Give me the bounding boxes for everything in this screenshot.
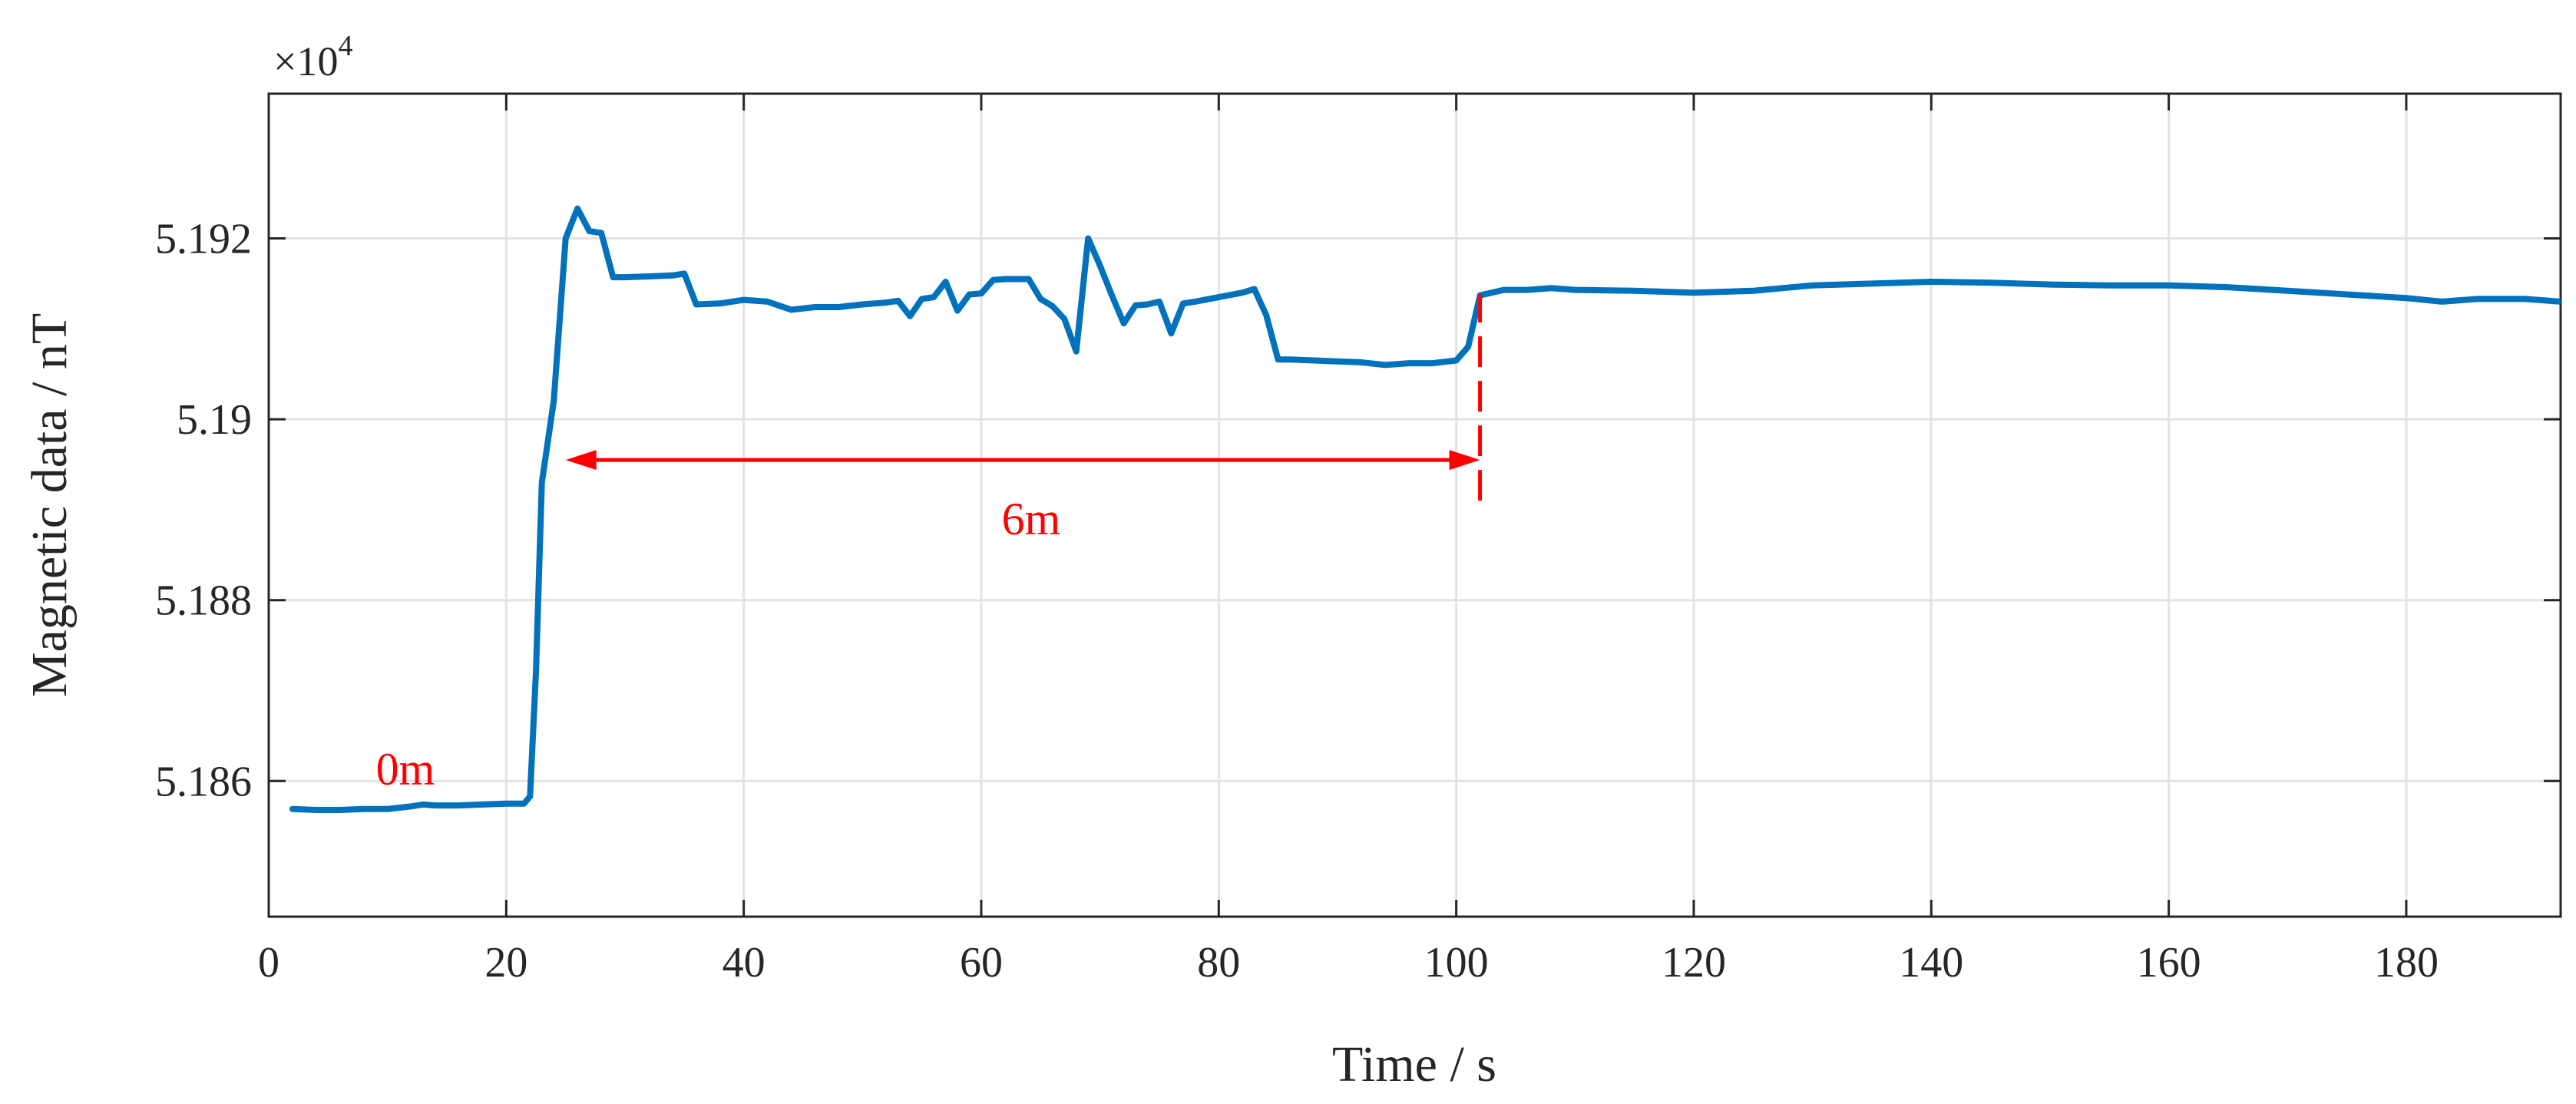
y-tick-label: 5.186 xyxy=(155,758,252,805)
x-tick-label: 100 xyxy=(1424,939,1489,987)
x-tick-label: 40 xyxy=(723,939,766,987)
series-line-magnetic-data xyxy=(289,205,2561,813)
grid-lines xyxy=(269,94,2561,917)
y-axis-exponent: ×104 xyxy=(273,30,352,84)
span-arrow-head-right xyxy=(1449,450,1480,471)
x-tick-label: 20 xyxy=(484,939,527,987)
y-exponent-base: ×10 xyxy=(273,38,338,84)
annotations xyxy=(565,294,1483,501)
x-tick-label: 120 xyxy=(1662,939,1726,987)
y-tick-label: 5.188 xyxy=(155,577,252,625)
x-tick-label: 60 xyxy=(960,939,1003,987)
axis-ticks xyxy=(267,94,2561,917)
y-exponent-power: 4 xyxy=(338,30,352,62)
y-tick-label: 5.19 xyxy=(177,396,252,444)
y-tick-label: 5.192 xyxy=(155,215,252,263)
annotation-span-label: 6m xyxy=(1002,494,1061,544)
x-tick-label: 140 xyxy=(1899,939,1963,987)
x-tick-label: 0 xyxy=(258,939,279,987)
plot-area-frame xyxy=(267,92,2562,918)
y-axis-title: Magnetic data / nT xyxy=(21,313,78,697)
span-arrow-head-left xyxy=(565,450,597,471)
x-tick-label: 160 xyxy=(2137,939,2201,987)
y-tick-labels: 5.186 5.188 5.19 5.192 xyxy=(155,215,252,805)
x-axis-title: Time / s xyxy=(1332,1036,1496,1092)
annotation-start-label: 0m xyxy=(376,744,435,795)
x-tick-label: 80 xyxy=(1197,939,1240,987)
x-tick-label: 180 xyxy=(2374,939,2439,987)
x-tick-labels: 0 20 40 60 80 100 120 140 160 180 xyxy=(258,939,2439,987)
